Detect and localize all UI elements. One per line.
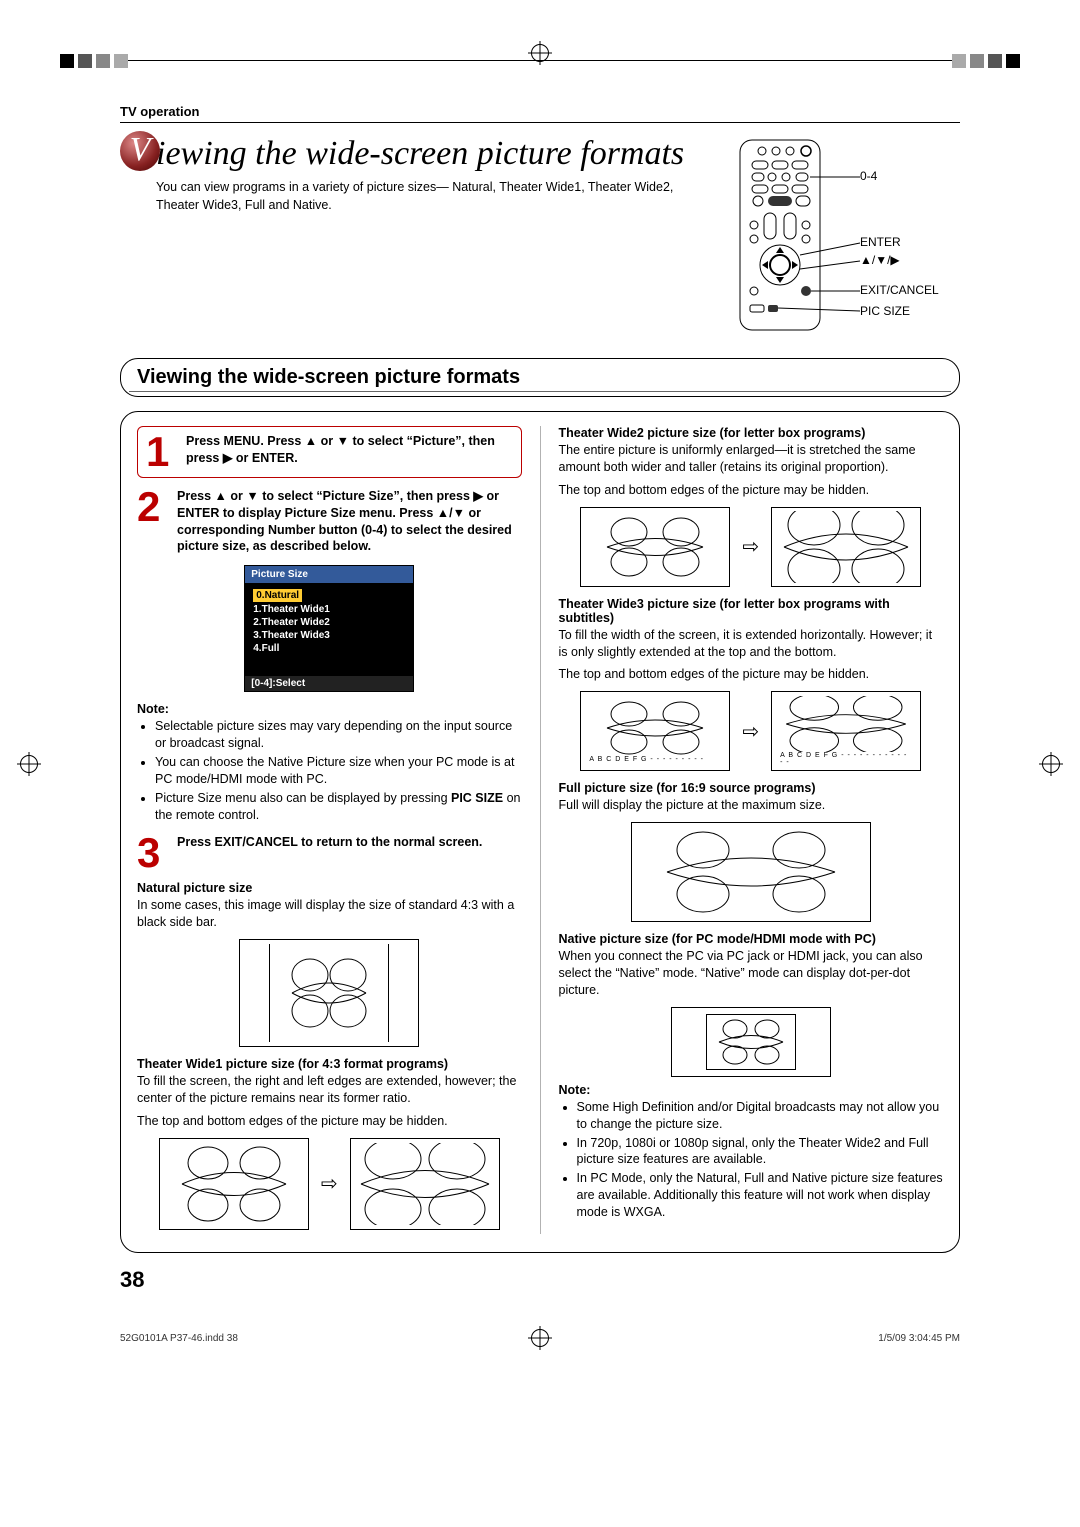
step-number: 3: [137, 834, 167, 872]
osd-option-2: 2.Theater Wide2: [253, 617, 405, 628]
remote-label-picsize: PIC SIZE: [860, 304, 910, 320]
natural-text: In some cases, this image will display t…: [137, 897, 522, 931]
tw1-text1: To fill the screen, the right and left e…: [137, 1073, 522, 1107]
step-number: 2: [137, 488, 167, 526]
step-3-text: Press EXIT/CANCEL to return to the norma…: [177, 834, 522, 851]
right-column: Theater Wide2 picture size (for letter b…: [559, 426, 944, 1234]
note-item: In PC Mode, only the Natural, Full and N…: [577, 1170, 944, 1221]
note-item: You can choose the Native Picture size w…: [155, 754, 522, 788]
natural-header: Natural picture size: [137, 881, 522, 895]
remote-label-04: 0-4: [860, 169, 877, 185]
tw2-text1: The entire picture is uniformly enlarged…: [559, 442, 944, 476]
remote-diagram: 0-4 ENTER ▲/▼/▶ EXIT/CANCEL PIC SIZE: [730, 135, 960, 338]
step-2: 2 Press ▲ or ▼ to select “Picture Size”,…: [137, 488, 522, 556]
print-colorbar: [120, 50, 960, 74]
note-item: Selectable picture sizes may vary depend…: [155, 718, 522, 752]
left-column: 1 Press MENU. Press ▲ or ▼ to select “Pi…: [137, 426, 522, 1234]
tw1-text2: The top and bottom edges of the picture …: [137, 1113, 522, 1130]
subtitle-sample: A B C D E F G - - - - - - - - - - - - -: [776, 752, 916, 766]
page-title: V iewing the wide-screen picture formats: [120, 135, 700, 173]
tw3-text2: The top and bottom edges of the picture …: [559, 666, 944, 683]
title-text: iewing the wide-screen picture formats: [156, 135, 684, 172]
native-text: When you connect the PC via PC jack or H…: [559, 948, 944, 999]
tw3-header: Theater Wide3 picture size (for letter b…: [559, 597, 944, 625]
tw1-header: Theater Wide1 picture size (for 4:3 form…: [137, 1057, 522, 1071]
osd-picture-size-menu: Picture Size 0.Natural 1.Theater Wide1 2…: [244, 565, 414, 692]
natural-diagram: [137, 939, 522, 1047]
remote-label-enter: ENTER: [860, 235, 901, 251]
arrow-icon: ⇨: [742, 534, 759, 559]
main-frame: 1 Press MENU. Press ▲ or ▼ to select “Pi…: [120, 411, 960, 1253]
step-1: 1 Press MENU. Press ▲ or ▼ to select “Pi…: [137, 426, 522, 478]
step-number: 1: [146, 433, 176, 471]
note-item: Some High Definition and/or Digital broa…: [577, 1099, 944, 1133]
note-header: Note:: [559, 1083, 944, 1097]
arrow-icon: ⇨: [321, 1171, 338, 1196]
osd-option-1: 1.Theater Wide1: [253, 604, 405, 615]
section-subheader: Viewing the wide-screen picture formats: [120, 358, 960, 397]
osd-title: Picture Size: [244, 565, 414, 584]
full-header: Full picture size (for 16:9 source progr…: [559, 781, 944, 795]
remote-label-arrows: ▲/▼/▶: [860, 253, 900, 269]
footer: 52G0101A P37-46.indd 38 1/5/09 3:04:45 P…: [120, 1333, 960, 1344]
tw1-diagram: ⇨: [137, 1138, 522, 1230]
hero-row: V iewing the wide-screen picture formats…: [120, 135, 960, 338]
page-number: 38: [120, 1267, 960, 1293]
note-item: Picture Size menu also can be displayed …: [155, 790, 522, 824]
remote-label-exit: EXIT/CANCEL: [860, 283, 939, 299]
tw3-text1: To fill the width of the screen, it is e…: [559, 627, 944, 661]
step-2-text: Press ▲ or ▼ to select “Picture Size”, t…: [177, 488, 522, 556]
right-note-list: Some High Definition and/or Digital broa…: [559, 1099, 944, 1221]
step-1-text: Press MENU. Press ▲ or ▼ to select “Pict…: [186, 433, 513, 467]
full-text: Full will display the picture at the max…: [559, 797, 944, 814]
section-label: TV operation: [120, 104, 960, 123]
tw2-diagram: ⇨: [559, 507, 944, 587]
note-header: Note:: [137, 702, 522, 716]
footer-left: 52G0101A P37-46.indd 38: [120, 1333, 238, 1344]
native-header: Native picture size (for PC mode/HDMI mo…: [559, 932, 944, 946]
osd-option-4: 4.Full: [253, 643, 405, 654]
tw2-text2: The top and bottom edges of the picture …: [559, 482, 944, 499]
osd-option-0: 0.Natural: [253, 589, 302, 602]
step-3: 3 Press EXIT/CANCEL to return to the nor…: [137, 834, 522, 872]
osd-option-3: 3.Theater Wide3: [253, 630, 405, 641]
left-note-list: Selectable picture sizes may vary depend…: [137, 718, 522, 823]
osd-hint: [0-4]:Select: [244, 676, 414, 692]
arrow-icon: ⇨: [742, 719, 759, 744]
drop-cap: V: [120, 131, 160, 171]
page-subtitle: You can view programs in a variety of pi…: [120, 179, 700, 214]
tw3-diagram: A B C D E F G - - - - - - - - - ⇨: [559, 691, 944, 771]
subheader-text: Viewing the wide-screen picture formats: [137, 366, 520, 388]
native-diagram: [559, 1007, 944, 1077]
registration-mark-bottom: [531, 1329, 549, 1350]
full-diagram: [559, 822, 944, 922]
tw2-header: Theater Wide2 picture size (for letter b…: [559, 426, 944, 440]
footer-right: 1/5/09 3:04:45 PM: [878, 1333, 960, 1344]
note-item: In 720p, 1080i or 1080p signal, only the…: [577, 1135, 944, 1169]
subtitle-sample: A B C D E F G - - - - - - - - -: [585, 756, 725, 763]
